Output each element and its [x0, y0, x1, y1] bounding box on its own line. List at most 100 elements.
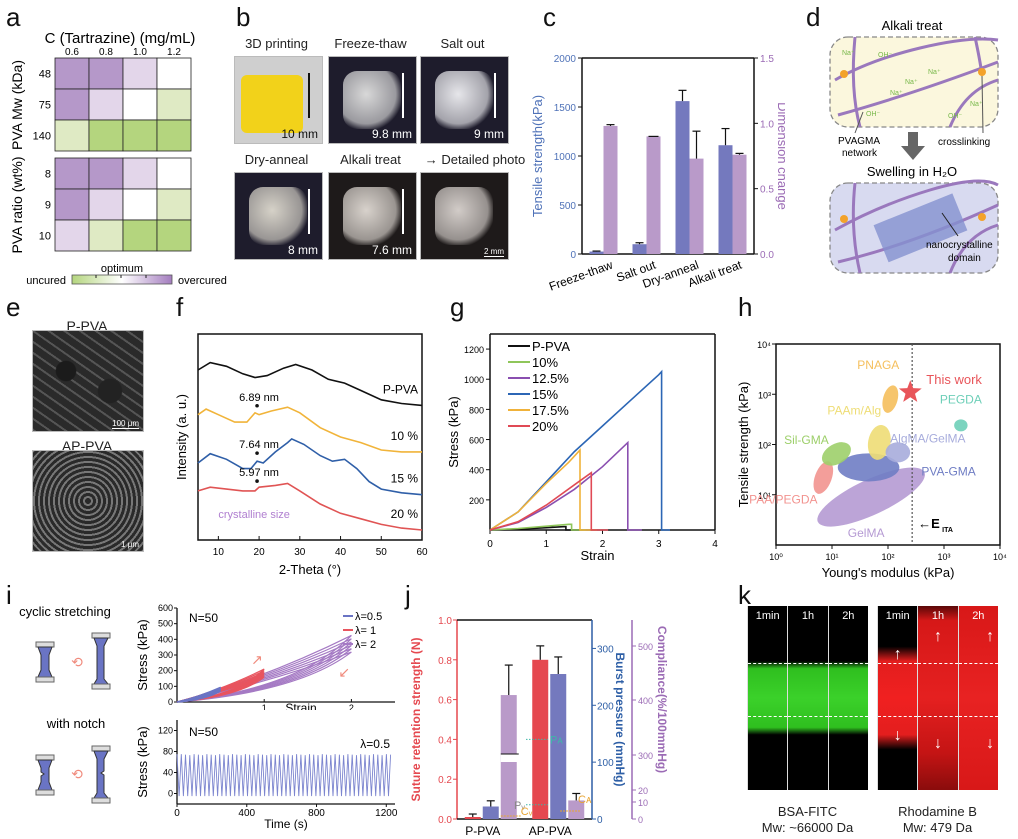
- heatmap-cell: [122, 157, 158, 190]
- region-gelma: [817, 467, 925, 527]
- boundary-line: [878, 716, 918, 718]
- region-label: Sil-GMA: [784, 433, 829, 447]
- time-label: 1min: [885, 610, 910, 622]
- region-label: GelMA: [848, 526, 885, 540]
- down-arrow-icon: [901, 132, 925, 160]
- arrow-up-icon: ↑: [986, 628, 995, 646]
- y-tick-left: 0.0: [438, 815, 452, 826]
- panel-c-chart: 0 500 1000 1500 2000 0.0 0.5 1.0 1.5 Tensile stre…: [530, 54, 785, 294]
- region-pegda: [954, 419, 968, 432]
- col-tick: 1.2: [167, 47, 181, 58]
- y-tick: 10³: [758, 390, 771, 400]
- region-label: PEGDA: [940, 392, 982, 406]
- y-label: Tensile strength (kPa): [736, 382, 751, 508]
- y-tick-mid: 0: [597, 815, 603, 826]
- row-tick: 9: [45, 200, 51, 212]
- y-tick-right: 20: [638, 786, 648, 796]
- time-label: 1h: [801, 610, 815, 622]
- arrow-down-icon: ↓: [986, 734, 995, 752]
- y-tick-right: 1.0: [760, 119, 774, 130]
- x-tick: 1: [262, 703, 267, 710]
- loading-arrow-icon: ↗: [251, 651, 263, 667]
- row-tick: 140: [33, 131, 51, 143]
- panel-label-h: h: [738, 292, 753, 322]
- y-label-mid: Burst pressure (mmHg): [613, 652, 627, 786]
- photo-title: Salt out: [440, 36, 485, 51]
- y-tick-left: 500: [559, 201, 576, 212]
- ref-ca-label: Cᴀ: [578, 794, 592, 806]
- heatmap-cell: [54, 157, 90, 190]
- panel-d-schematic: Alkali treat Na⁺ OH⁻ Na⁺ Na⁺ Na⁺ OH⁻ OH⁻…: [829, 18, 999, 274]
- series-10: [197, 406, 422, 453]
- bar-dimension: [732, 154, 747, 254]
- k-left-caption-1: BSA-FITC: [777, 804, 838, 819]
- region-label: PNAGA: [857, 358, 899, 372]
- x-label: Strain: [581, 548, 615, 563]
- photo-title: Dry-anneal: [244, 152, 309, 167]
- hysteresis-loop: [176, 690, 221, 703]
- x-tick: 0: [174, 808, 180, 819]
- fluorescence-frame-red-2: 2h ↑ ↓: [957, 606, 998, 790]
- ions: Na⁺ OH⁻ Na⁺ Na⁺ Na⁺ OH⁻ OH⁻ Na⁺: [842, 50, 983, 120]
- crystal-size-annotation: 7.64 nm: [239, 439, 279, 451]
- row-tick: 75: [39, 100, 51, 112]
- series-10: [489, 523, 586, 531]
- x-tick: 3: [656, 539, 662, 550]
- row-tick: 10: [39, 231, 51, 243]
- cycle-arrows-icon: ⟲: [71, 654, 83, 670]
- label-domain-l2: domain: [948, 253, 981, 264]
- y-tick-right: 10: [638, 798, 648, 808]
- panel-d-bottom-title: Swelling in H₂O: [867, 164, 957, 179]
- y-tick-left: 0: [570, 250, 576, 261]
- heatmap-cell: [122, 188, 158, 221]
- photo-title: Alkali treat: [340, 152, 401, 167]
- boundary-line: [788, 716, 828, 718]
- heatmap-cell: [88, 188, 124, 221]
- y-tick: 0: [168, 789, 173, 799]
- k-right-caption-1: Rhodamine B: [898, 804, 977, 819]
- y-tick-left: 2000: [554, 54, 577, 65]
- y-tick: 120: [158, 726, 173, 736]
- bar-dimension: [603, 125, 618, 255]
- svg-text:Na⁺: Na⁺: [928, 69, 941, 76]
- y-label-left: Tensile strength(kPa): [530, 95, 545, 217]
- specimen-short: [35, 641, 55, 683]
- heatmap-cell: [156, 119, 192, 152]
- x-tick: 10³: [937, 552, 950, 562]
- panel-f-chart: 10 20 30 40 50 60 2-Theta (°) Intensity (a. u.)…: [174, 333, 428, 577]
- sem-image-p-pva: 100 μm: [32, 330, 144, 432]
- notched-specimen-long: [91, 745, 111, 804]
- y-tick: 600: [158, 603, 173, 613]
- region-pvagma: [837, 453, 900, 482]
- arrow-up-icon: ↑: [934, 628, 943, 646]
- region-pnaga: [882, 385, 899, 413]
- bar-dimension: [646, 136, 661, 254]
- x-label: Time (s): [264, 817, 308, 831]
- y-tick-mid: 100: [597, 758, 614, 769]
- label-network-l2: network: [842, 148, 878, 159]
- boundary-line: [958, 663, 998, 665]
- y-tick: 400: [158, 634, 173, 644]
- colorbar-right-label: overcured: [178, 275, 227, 287]
- region-label: PAAm/Alg: [827, 403, 881, 417]
- panel-a-bottom-ylabel: PVA ratio (wt%): [9, 157, 25, 254]
- region-label: AlgMA/GelMA: [890, 431, 965, 445]
- y-label: Stress (kPa): [446, 396, 461, 468]
- panel-label-f: f: [176, 292, 184, 322]
- bar-tensile: [675, 101, 690, 254]
- fluorescence-frame-green-1: 1h: [787, 606, 828, 790]
- region-paamalg: [867, 424, 891, 460]
- y-tick-right: 1.5: [760, 54, 774, 65]
- unloading-arrow-icon: ↙: [338, 664, 350, 680]
- legend-label: 20%: [532, 419, 558, 434]
- col-tick: 0.8: [99, 47, 113, 58]
- y-tick-right: 0.5: [760, 185, 774, 196]
- colorbar-left-label: uncured: [26, 275, 66, 287]
- panel-i-top-chart: 0 100 200 300 400 500 600 1 2 Strain Stress (kPa) N…: [135, 603, 395, 710]
- photo-1: 9.8 mm: [328, 56, 417, 144]
- cycle-count: N=50: [189, 611, 218, 625]
- nanocrystalline-domain: [873, 193, 968, 263]
- time-label: 2h: [842, 610, 855, 622]
